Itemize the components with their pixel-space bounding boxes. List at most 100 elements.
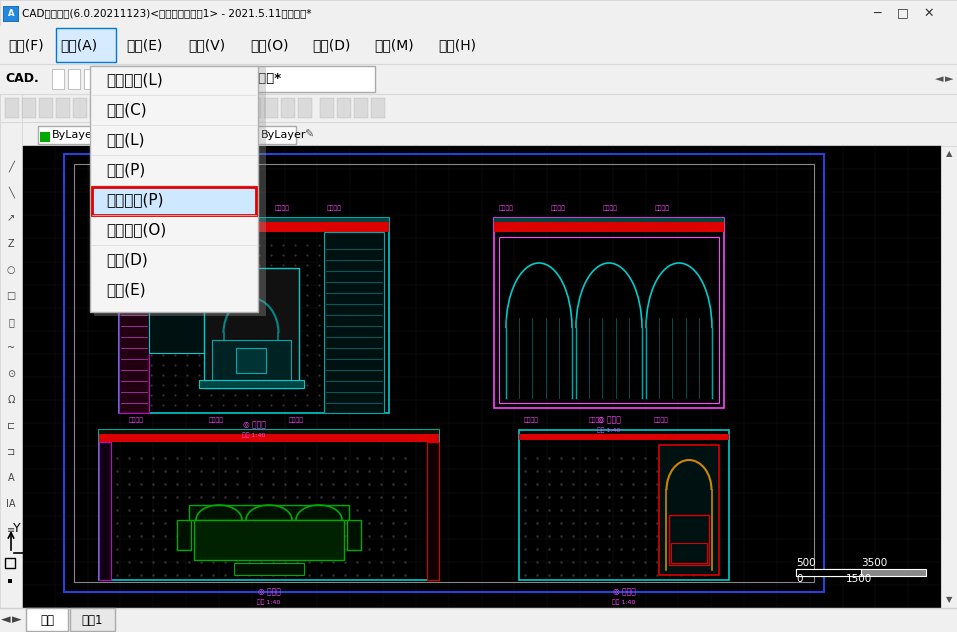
Bar [56, 98, 70, 118]
Bar [0, 94, 957, 122]
Text: 标注文字: 标注文字 [223, 205, 238, 211]
Bar [74, 164, 814, 582]
Bar [324, 232, 384, 413]
Bar [0, 26, 957, 64]
Bar [298, 98, 312, 118]
Bar [90, 66, 258, 312]
Bar [796, 569, 861, 576]
Text: 功能(A): 功能(A) [60, 38, 97, 52]
Text: ►: ► [945, 74, 953, 84]
Bar [177, 520, 191, 550]
Bar [194, 520, 344, 560]
Text: 标注文字: 标注文字 [499, 205, 514, 211]
Bar [119, 218, 389, 413]
Bar [99, 442, 111, 580]
Text: ByLayer: ByLayer [52, 130, 98, 140]
Bar [196, 98, 210, 118]
Text: ✎: ✎ [304, 130, 313, 140]
Bar [0, 64, 957, 94]
Bar [5, 98, 19, 118]
Bar [659, 445, 719, 575]
Bar [119, 232, 149, 413]
Text: ▲: ▲ [946, 150, 952, 159]
Text: IA: IA [7, 499, 15, 509]
Text: 布局1: 布局1 [81, 614, 102, 626]
Text: A: A [8, 473, 14, 483]
Bar [212, 340, 291, 380]
Bar [99, 430, 439, 434]
Bar [119, 222, 389, 232]
Text: ○: ○ [7, 265, 15, 275]
Text: 编辑(E): 编辑(E) [126, 38, 163, 52]
Bar [179, 98, 193, 118]
Text: ◎ 立面图: ◎ 立面图 [597, 415, 620, 425]
Text: 比例 1:40: 比例 1:40 [597, 427, 621, 433]
Text: 绘图(D): 绘图(D) [106, 253, 147, 267]
Bar [337, 98, 351, 118]
Bar [90, 98, 104, 118]
Text: 视图(V): 视图(V) [188, 38, 225, 52]
Bar [5, 558, 15, 568]
Bar [0, 94, 22, 608]
Text: ∨: ∨ [146, 130, 153, 140]
Text: 标注文字: 标注文字 [209, 417, 224, 423]
Text: 500: 500 [796, 558, 815, 568]
Text: Ω: Ω [8, 395, 14, 405]
Text: 格式(O): 格式(O) [250, 38, 288, 52]
Text: □: □ [897, 6, 909, 20]
Bar [371, 98, 385, 118]
Bar [56, 28, 116, 62]
Bar [92, 187, 256, 215]
Bar [671, 543, 707, 563]
Bar [166, 126, 296, 144]
Text: 标注文字: 标注文字 [603, 205, 618, 211]
Text: 标注文字: 标注文字 [551, 205, 566, 211]
Bar [234, 563, 304, 575]
Bar [669, 515, 709, 565]
Bar [73, 98, 87, 118]
Bar [99, 434, 439, 442]
Bar [199, 380, 304, 388]
Text: CAD梦想画图(6.0.20211123)<姓赵的呀，会员1> - 2021.5.11套房图纸*: CAD梦想画图(6.0.20211123)<姓赵的呀，会员1> - 2021.5… [22, 8, 311, 18]
Text: 批注(P): 批注(P) [106, 162, 145, 178]
Text: ◎ 立面图: ◎ 立面图 [242, 420, 265, 430]
Text: □: □ [7, 291, 15, 301]
Bar [247, 98, 261, 118]
Bar [494, 222, 724, 232]
Bar [5, 128, 21, 146]
Text: 标注文字: 标注文字 [171, 205, 186, 211]
Bar [519, 434, 729, 440]
Text: Z: Z [8, 239, 14, 249]
Text: 绘图(D): 绘图(D) [312, 38, 350, 52]
Bar [941, 146, 957, 608]
Bar [796, 569, 926, 576]
Bar [213, 98, 227, 118]
Text: 模型: 模型 [40, 614, 54, 626]
Text: ◎ 立面图: ◎ 立面图 [257, 588, 280, 597]
Text: ▼: ▼ [946, 595, 952, 604]
Text: 编辑(E): 编辑(E) [106, 283, 145, 298]
Text: ✕: ✕ [924, 6, 934, 20]
Bar [100, 69, 112, 89]
Bar [494, 218, 724, 408]
Text: 文件(F): 文件(F) [8, 38, 44, 52]
Text: ─: ─ [873, 6, 880, 20]
Bar [230, 98, 244, 118]
Text: 标注文字: 标注文字 [129, 417, 144, 423]
Bar [124, 98, 138, 118]
Bar [320, 98, 334, 118]
Bar [22, 146, 941, 608]
Bar [94, 66, 266, 316]
Bar [38, 126, 153, 144]
Text: ↗: ↗ [7, 213, 15, 223]
Bar [40, 132, 50, 142]
Bar [39, 98, 53, 118]
Bar [347, 520, 361, 550]
Bar [236, 348, 266, 373]
Text: ~: ~ [7, 343, 15, 353]
Bar [3, 6, 19, 22]
Bar [519, 430, 729, 580]
Text: ◄: ◄ [935, 74, 944, 84]
Bar [189, 505, 349, 520]
Bar [149, 258, 204, 353]
